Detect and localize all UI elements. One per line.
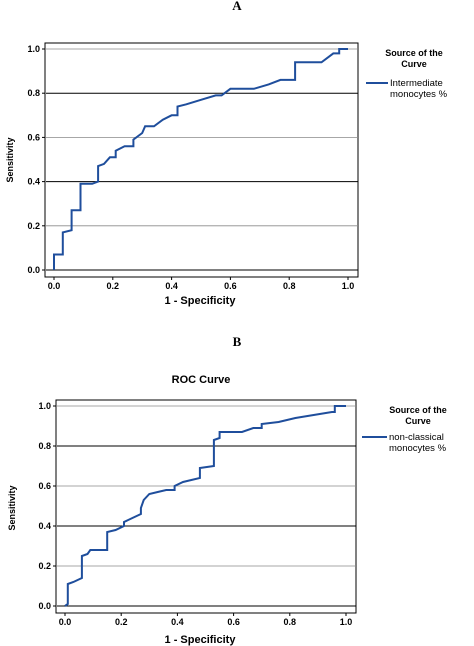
panel-a-y-tick-label: 0.6 <box>27 132 40 142</box>
panel-a-x-tick-label: 0.2 <box>107 281 120 291</box>
panel-b-y-tick-label: 0.2 <box>38 561 51 571</box>
panel-a-y-tick-label: 0.8 <box>27 88 40 98</box>
panel-b-x-tick-label: 0.2 <box>115 617 128 627</box>
panel-a-x-tick-label: 0.4 <box>165 281 178 291</box>
panel-b-legend-label-line2: monocytes % <box>389 443 447 454</box>
panel-b-x-tick-label: 1.0 <box>340 617 353 627</box>
panel-b-legend-label-line1: non-classical <box>389 432 444 443</box>
panel-b-y-tick-label: 0.0 <box>38 601 51 611</box>
panel-a-x-axis-label: 1 - Specificity <box>165 295 237 307</box>
panel-a-legend-title-line1: Source of the <box>385 48 443 58</box>
panel-a-y-tick-label: 0.0 <box>27 265 40 275</box>
panel-a-x-tick-label: 0.0 <box>48 281 61 291</box>
panel-b-plot-frame <box>55 399 357 614</box>
panel-a-legend-title-line2: Curve <box>401 59 427 69</box>
panel-a-legend-label-line1: Intermediate <box>390 78 443 89</box>
panel-b-x-tick-label: 0.0 <box>59 617 72 627</box>
panel-a: A 0.0 0.2 0.4 0.6 0.8 1.0 0.0 0.2 0.4 0.6 0.8 1.0 S… <box>5 0 448 307</box>
panel-b-y-tick-label: 0.4 <box>38 521 51 531</box>
panel-b-y-tick-label: 1.0 <box>38 401 51 411</box>
panel-a-plot-frame <box>44 42 359 278</box>
panel-b-legend-title-line2: Curve <box>405 416 431 426</box>
panel-a-y-tick-label: 1.0 <box>27 44 40 54</box>
panel-a-x-tick-label: 1.0 <box>342 281 355 291</box>
panel-a-roc-curve-line <box>53 48 348 270</box>
panel-b-y-tick-label: 0.6 <box>38 481 51 491</box>
panel-b-legend-title-line1: Source of the <box>389 405 447 415</box>
panel-a-legend: Source of the Curve Intermediate monocyt… <box>366 48 448 100</box>
panel-b-letter: B <box>233 334 242 349</box>
panel-a-legend-label-line2: monocytes % <box>390 89 448 100</box>
panel-b-x-tick-label: 0.6 <box>227 617 240 627</box>
panel-b: B ROC Curve 0.00.20.40.60.81.00.0 0.2 0.4 0… <box>7 334 447 646</box>
panel-a-letter: A <box>232 0 242 13</box>
panel-b-title: ROC Curve <box>172 374 231 386</box>
panel-b-x-tick-label: 0.8 <box>284 617 297 627</box>
panel-b-y-tick-label: 0.8 <box>38 441 51 451</box>
panel-a-y-tick-label: 0.4 <box>27 177 40 187</box>
panel-a-y-tick-label: 0.2 <box>27 221 40 231</box>
panel-b-plot: 0.0 0.2 0.4 0.6 0.8 1.0 0.0 0.2 0.4 0.6 0.8 1.0 <box>38 399 357 627</box>
panel-b-roc-curve-line <box>64 405 346 607</box>
panel-b-legend: Source of the Curve non-classical monocy… <box>362 405 447 454</box>
panel-b-x-axis-label: 1 - Specificity <box>165 634 237 646</box>
panel-a-plot: 0.0 0.2 0.4 0.6 0.8 1.0 0.0 0.2 0.4 0.6 0.8 1.0 <box>27 42 359 291</box>
panel-a-x-tick-label: 0.6 <box>224 281 237 291</box>
panel-a-y-axis-label: Sensitivity <box>5 137 15 182</box>
panel-b-x-tick-label: 0.4 <box>171 617 184 627</box>
panel-b-y-axis-label: Sensitivity <box>7 485 17 530</box>
panel-a-x-tick-label: 0.8 <box>283 281 296 291</box>
